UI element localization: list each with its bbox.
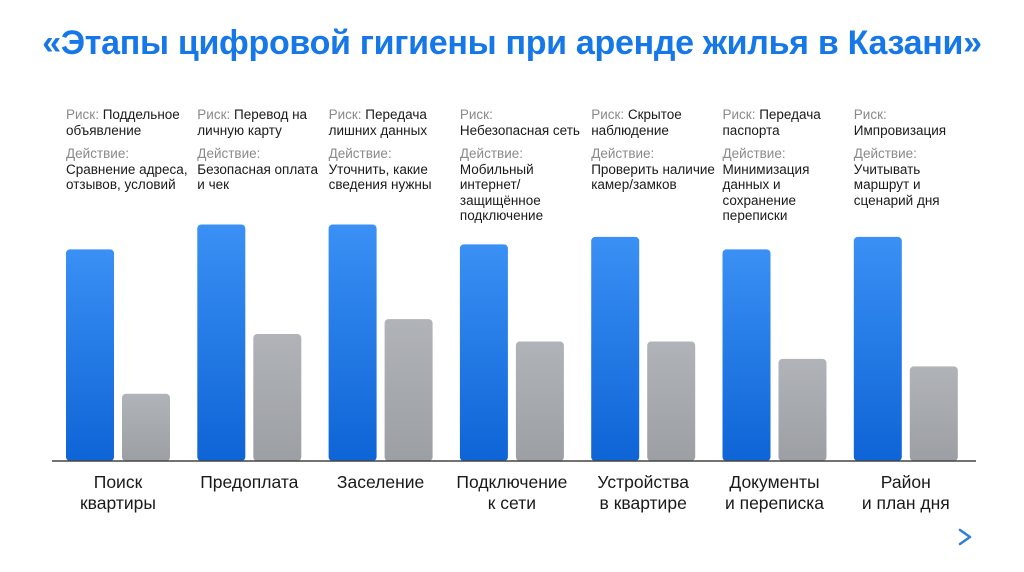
annotation-6: Риск: Передача паспорта Действие: Минимиз… bbox=[723, 107, 848, 224]
annotation-7: Риск: Импровизация Действие: Учитывать ма… bbox=[854, 107, 979, 208]
timeline-arrow-head bbox=[958, 528, 972, 546]
action-text: Сравнение адреса, отзывов, условий bbox=[66, 161, 188, 193]
blue-bar-2 bbox=[197, 224, 246, 461]
risk-text: Передача лишних данных bbox=[328, 107, 428, 138]
action-label: Действие: bbox=[591, 146, 655, 161]
action: Действие: Учитывать маршрут и сценарий д… bbox=[854, 146, 979, 208]
blue-bar-3 bbox=[328, 224, 377, 461]
action-text: Учитывать маршрут и сценарий дня bbox=[853, 161, 940, 208]
action-label: Действие: bbox=[722, 146, 786, 161]
risk-label: Риск: bbox=[459, 107, 493, 122]
risk-label: Риск: bbox=[853, 107, 887, 122]
blue-bar-5 bbox=[591, 236, 640, 461]
grey-bar-4 bbox=[515, 341, 564, 461]
action-text: Проверить наличие камер/замков bbox=[591, 161, 715, 193]
action-text: Минимизация данных и сохранение переписк… bbox=[722, 161, 810, 224]
action: Действие: Мобильный интернет/ защищённое… bbox=[460, 146, 585, 224]
action: Действие: Безопасная оплата и чек bbox=[197, 146, 322, 193]
risk: Риск: Импровизация bbox=[854, 107, 979, 138]
grey-bar-1 bbox=[122, 393, 170, 461]
annotation-3: Риск: Передача лишних данных Действие: Ут… bbox=[329, 107, 454, 193]
risk: Риск: Поддельное объявление bbox=[66, 107, 191, 138]
action: Действие: Сравнение адреса, отзывов, усл… bbox=[66, 146, 191, 193]
annotation-5: Риск: Скрытое наблюдение Действие: Провер… bbox=[591, 107, 716, 193]
action-label: Действие: bbox=[197, 146, 261, 161]
annotation-4: Риск: Небезопасная сеть Действие: Мобильн… bbox=[460, 107, 585, 224]
category-label-7: Район и план дня bbox=[861, 472, 950, 513]
action-label: Действие: bbox=[853, 146, 917, 161]
risk-label: Риск: bbox=[722, 107, 756, 122]
category-label-2: Предоплата bbox=[200, 472, 299, 492]
action-label: Действие: bbox=[66, 146, 130, 161]
risk: Риск: Перевод на личную карту bbox=[197, 107, 322, 138]
risk-text: Поддельное объявление bbox=[66, 107, 180, 138]
grey-bar-7 bbox=[909, 366, 958, 461]
action: Действие: Проверить наличие камер/замков bbox=[591, 146, 716, 193]
risk-label: Риск: bbox=[197, 107, 231, 122]
grey-bar-3 bbox=[384, 319, 433, 461]
blue-bar-4 bbox=[459, 244, 508, 461]
action-label: Действие: bbox=[459, 146, 523, 161]
grey-bar-2 bbox=[253, 334, 302, 461]
action: Действие: Уточнить, какие сведения нужны bbox=[329, 146, 454, 193]
grey-bar-6 bbox=[778, 358, 827, 461]
chart-title: «Этапы цифровой гигиены при аренде жилья… bbox=[42, 24, 982, 62]
blue-bar-6 bbox=[722, 249, 771, 461]
annotation-2: Риск: Перевод на личную карту Действие: Б… bbox=[197, 107, 322, 193]
action-label: Действие: bbox=[328, 146, 392, 161]
risk-label: Риск: bbox=[66, 107, 99, 122]
risk-text: Скрытое наблюдение bbox=[591, 107, 682, 138]
annotation-1: Риск: Поддельное объявление Действие: Сра… bbox=[66, 107, 191, 193]
risk-text: Передача паспорта bbox=[722, 107, 821, 138]
action-text: Мобильный интернет/ защищённое подключен… bbox=[459, 161, 544, 224]
blue-bar-7 bbox=[853, 236, 902, 461]
risk: Риск: Передача паспорта bbox=[723, 107, 848, 138]
risk-text: Импровизация bbox=[853, 122, 947, 138]
risk-label: Риск: bbox=[328, 107, 362, 122]
risk: Риск: Скрытое наблюдение bbox=[591, 107, 716, 138]
blue-bar-1 bbox=[66, 249, 114, 461]
risk-text: Перевод на личную карту bbox=[197, 107, 308, 138]
grey-bar-5 bbox=[647, 341, 696, 461]
action-text: Уточнить, какие сведения нужны bbox=[328, 161, 432, 193]
action-text: Безопасная оплата и чек bbox=[197, 161, 318, 193]
category-label-5: Устройства в квартире bbox=[597, 472, 689, 513]
risk: Риск: Небезопасная сеть bbox=[460, 107, 585, 138]
category-label-3: Заселение bbox=[336, 472, 425, 492]
category-label-4: Подключение к сети bbox=[456, 472, 568, 513]
risk-text: Небезопасная сеть bbox=[459, 122, 580, 138]
risk-label: Риск: bbox=[591, 107, 625, 122]
category-label-1: Поиск квартиры bbox=[80, 472, 156, 513]
category-label-6: Документы и переписка bbox=[724, 472, 825, 513]
action: Действие: Минимизация данных и сохранени… bbox=[723, 146, 848, 224]
risk: Риск: Передача лишних данных bbox=[329, 107, 454, 138]
